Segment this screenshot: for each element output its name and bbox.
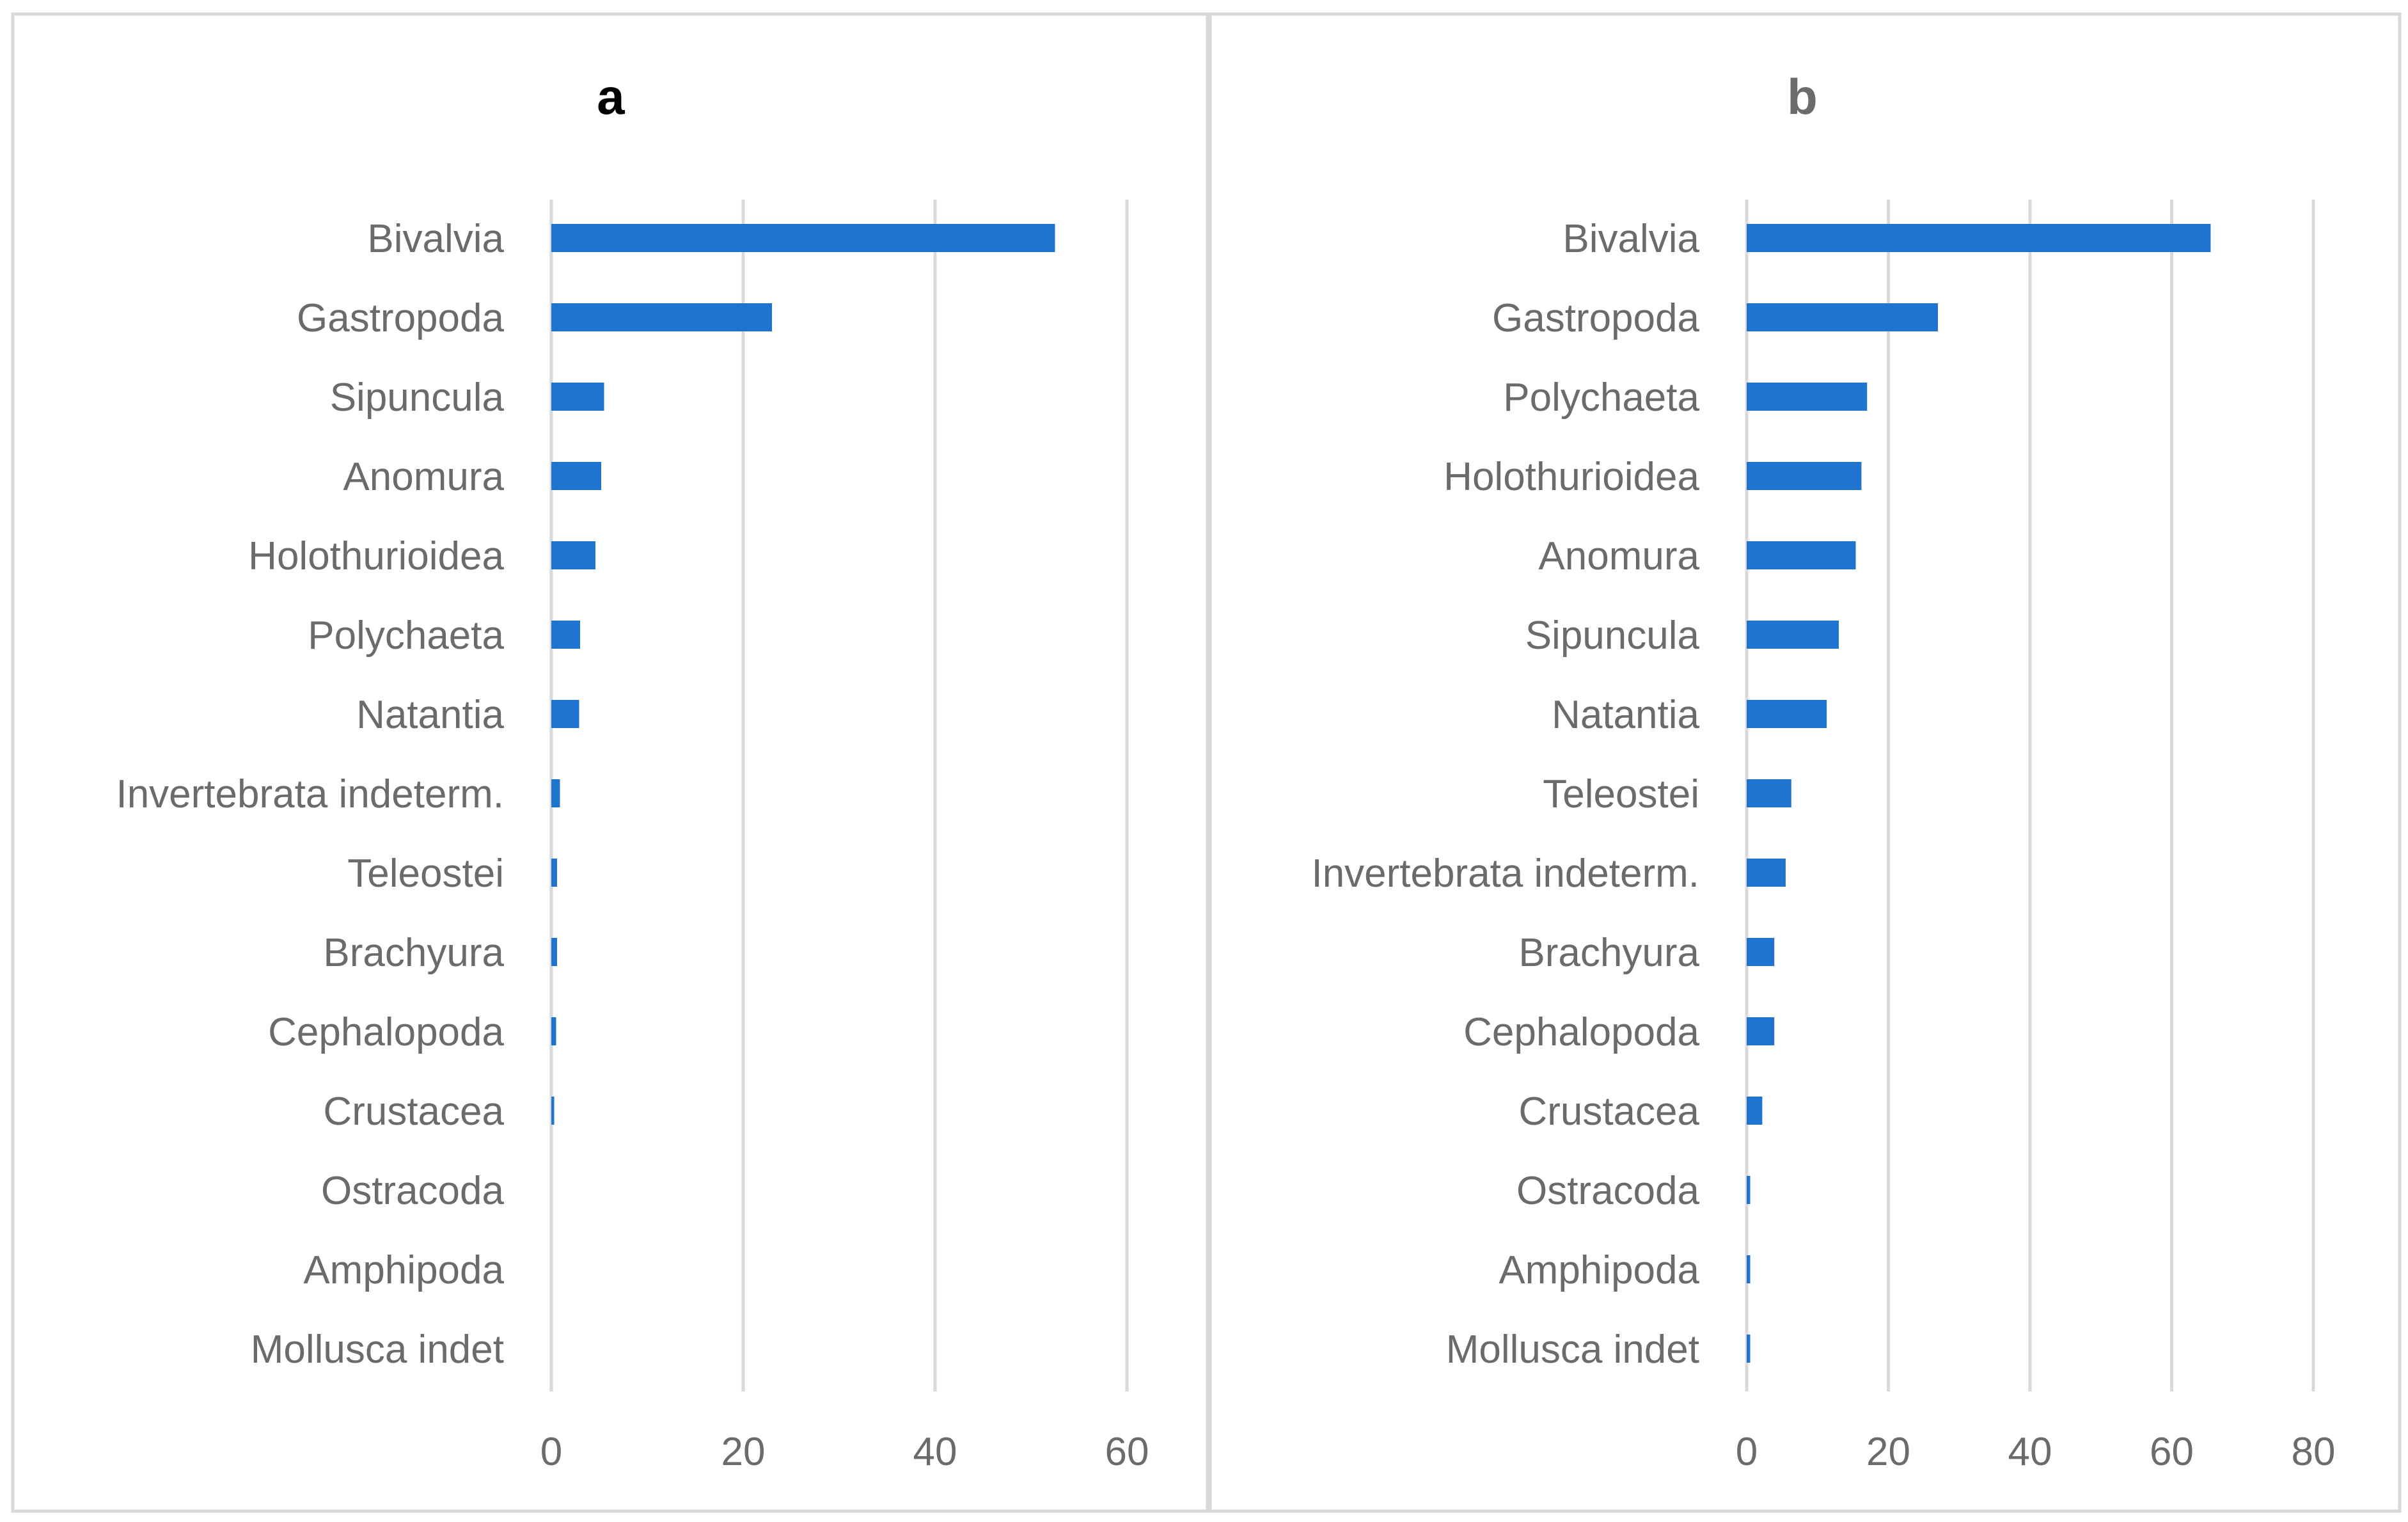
chart-b-tick-label: 60 — [2150, 1430, 2194, 1474]
chart-b-tick-label: 40 — [2008, 1430, 2052, 1474]
chart-b-category-label: Teleostei — [1543, 772, 1699, 816]
chart-a-bar — [551, 621, 580, 649]
chart-a-bar — [551, 303, 772, 331]
chart-a-bar — [551, 938, 557, 966]
chart-b-bar — [1747, 541, 1856, 569]
chart-b-title: b — [1787, 68, 1818, 125]
chart-a-category-label: Mollusca indet — [251, 1328, 504, 1372]
chart-a-category-label: Cephalopoda — [268, 1010, 504, 1054]
chart-a-bar — [551, 462, 601, 490]
chart-b-bar — [1747, 1335, 1751, 1363]
chart-b-category-label: Anomura — [1538, 534, 1699, 578]
chart-a: a 0 20 40 60 Bivalvia Gastropoda Sipuncula Anomu… — [116, 68, 1149, 1474]
chart-a-category-label: Amphipoda — [303, 1248, 504, 1292]
chart-a-category-label: Polychaeta — [308, 614, 504, 658]
chart-b-bar — [1747, 303, 1939, 331]
chart-b-category-label: Invertebrata indeterm. — [1311, 852, 1699, 896]
chart-b-category-label: Bivalvia — [1562, 217, 1699, 261]
chart-a-category-label: Bivalvia — [367, 217, 504, 261]
chart-b-bar — [1747, 1176, 1751, 1204]
chart-b-bar — [1747, 462, 1862, 490]
chart-a-bar — [551, 779, 560, 807]
chart-b-category-label: Sipuncula — [1525, 614, 1700, 658]
chart-b-tick-label: 0 — [1736, 1430, 1758, 1474]
chart-b-bar — [1747, 779, 1791, 807]
chart-b-tick-label: 20 — [1866, 1430, 1910, 1474]
chart-b: b 0 20 40 60 80 Bivalvia Gastropoda Polychaeta Ho… — [1311, 68, 2335, 1474]
chart-b-bar — [1747, 383, 1868, 411]
chart-a-category-label: Teleostei — [347, 852, 504, 896]
chart-b-bar — [1747, 1017, 1775, 1045]
chart-b-category-label: Amphipoda — [1499, 1248, 1699, 1292]
chart-a-title: a — [597, 68, 625, 125]
chart-a-category-label: Natantia — [356, 693, 504, 737]
chart-a-tick-label: 60 — [1105, 1430, 1149, 1474]
chart-b-tick-label: 80 — [2292, 1430, 2336, 1474]
chart-b-category-label: Crustacea — [1518, 1090, 1699, 1134]
chart-b-bar — [1747, 859, 1786, 887]
chart-a-bar — [551, 1097, 555, 1125]
chart-a-category-label: Holothurioidea — [248, 534, 504, 578]
chart-a-category-label: Ostracoda — [321, 1169, 505, 1213]
chart-a-category-label: Brachyura — [323, 931, 504, 975]
chart-a-category-label: Gastropoda — [297, 296, 505, 340]
chart-a-category-label: Sipuncula — [330, 376, 505, 420]
chart-b-bar — [1747, 700, 1827, 728]
chart-b-category-label: Cephalopoda — [1463, 1010, 1699, 1054]
chart-b-category-label: Ostracoda — [1516, 1169, 1700, 1213]
chart-b-bar — [1747, 621, 1839, 649]
chart-b-category-label: Brachyura — [1518, 931, 1699, 975]
chart-a-tick-label: 0 — [540, 1430, 562, 1474]
chart-b-category-label: Polychaeta — [1503, 376, 1699, 420]
chart-a-bar — [551, 1017, 556, 1045]
chart-a-bar — [551, 383, 604, 411]
chart-b-category-label: Natantia — [1552, 693, 1699, 737]
chart-b-category-label: Mollusca indet — [1446, 1328, 1699, 1372]
chart-b-bar — [1747, 1255, 1751, 1283]
panel-b-frame — [1208, 12, 2402, 1513]
chart-a-bar — [551, 859, 557, 887]
chart-b-bar — [1747, 224, 2211, 252]
panel-a-frame — [11, 12, 1209, 1513]
chart-b-bar — [1747, 1097, 1763, 1125]
chart-a-category-label: Anomura — [343, 455, 504, 499]
chart-b-category-label: Holothurioidea — [1444, 455, 1699, 499]
chart-a-tick-label: 20 — [721, 1430, 766, 1474]
chart-b-category-label: Gastropoda — [1492, 296, 1700, 340]
chart-a-category-label: Crustacea — [323, 1090, 504, 1134]
chart-a-bar — [551, 541, 595, 569]
chart-a-bar — [551, 700, 579, 728]
chart-a-category-label: Invertebrata indeterm. — [116, 772, 504, 816]
chart-a-bar — [551, 224, 1055, 252]
chart-a-tick-label: 40 — [913, 1430, 957, 1474]
chart-b-bar — [1747, 938, 1775, 966]
